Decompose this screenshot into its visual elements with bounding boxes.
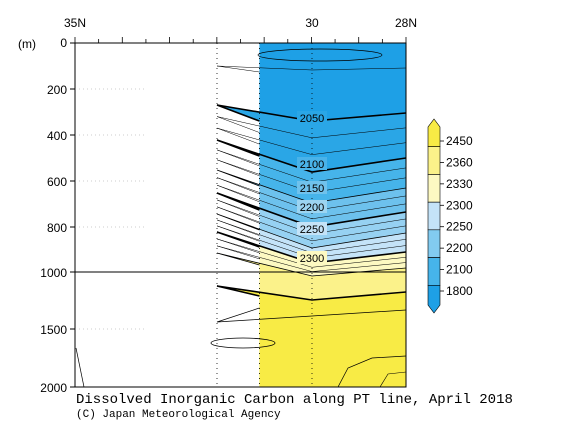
colorbar-label: 2330 — [446, 177, 473, 191]
y-tick-label: 200 — [47, 83, 67, 97]
colorbar-label: 2200 — [446, 241, 473, 255]
contour-label-2300: 2300 — [300, 253, 324, 265]
contour-label-2250: 2250 — [300, 224, 324, 236]
contour-line — [216, 169, 406, 204]
chart-title: Dissolved Inorganic Carbon along PT line… — [76, 392, 513, 408]
contour-line — [337, 355, 406, 387]
y-tick-label: 800 — [47, 221, 67, 235]
colorbar-label: 1800 — [446, 284, 473, 298]
top-axis-ticks — [74, 37, 407, 43]
colorbar-label: 2450 — [446, 134, 473, 148]
colorbar-segment — [427, 201, 441, 231]
contour-line — [216, 65, 406, 73]
dic-band — [217, 286, 406, 387]
contour-line — [216, 206, 406, 242]
contour-line — [216, 213, 406, 249]
contour-label-2050: 2050 — [300, 113, 324, 125]
dic-band — [217, 43, 406, 121]
dic-band — [217, 140, 406, 203]
contour-label-2100: 2100 — [300, 159, 324, 171]
contour-line — [379, 371, 406, 387]
colorbar-segment — [427, 257, 441, 286]
y-tick-label: 600 — [47, 175, 67, 189]
dic-band — [217, 214, 406, 263]
colorbar-label: 2300 — [446, 198, 473, 212]
y-tick-label: 0 — [60, 36, 67, 50]
y-axis-unit: (m) — [18, 37, 36, 51]
contour-line — [210, 337, 276, 349]
contour-line — [216, 192, 406, 228]
colorbar-label: 2360 — [446, 155, 473, 169]
contour-line — [257, 48, 383, 62]
contour-line — [216, 116, 406, 139]
contour-line — [216, 139, 406, 173]
contour-line — [216, 199, 406, 235]
colorbar-segment — [427, 229, 441, 258]
contour-line — [216, 149, 406, 183]
contour-line — [75, 347, 85, 387]
y-tick-label: 400 — [47, 129, 67, 143]
contour-line — [216, 285, 406, 301]
contour-line — [216, 245, 406, 272]
dic-band — [217, 193, 406, 248]
contour-line — [216, 177, 406, 212]
colorbar-segment — [427, 146, 441, 175]
colorbar: 2450 2360 2330 2300 2250 2200 2100 1800 — [427, 118, 473, 314]
y-tick-label: 1000 — [40, 266, 67, 280]
contour-labels: 2050 2100 2150 2200 2250 2300 — [297, 111, 327, 265]
contour-line — [216, 104, 406, 122]
contour-line — [216, 238, 406, 268]
y-tick-label: 2000 — [40, 381, 67, 395]
contour-label-2150: 2150 — [300, 183, 324, 195]
colorbar-label: 2100 — [446, 263, 473, 277]
contour-line — [216, 127, 406, 155]
contour-label-2200: 2200 — [300, 202, 324, 214]
contour-line — [216, 307, 406, 323]
x-tick-label-28n: 28N — [395, 16, 417, 30]
contour-line — [216, 159, 406, 193]
colorbar-label: 2250 — [446, 220, 473, 234]
contour-line — [216, 231, 406, 264]
credit-text: (C) Japan Meteorological Agency — [76, 409, 281, 421]
contour-line — [216, 219, 406, 254]
dic-band — [217, 170, 406, 227]
contour-line — [216, 225, 406, 259]
x-tick-label-35n: 35N — [64, 16, 86, 30]
colorbar-segment — [427, 174, 441, 203]
x-tick-label-30: 30 — [305, 16, 319, 30]
contour-lines — [75, 48, 406, 387]
colorbar-segment — [427, 284, 441, 314]
contour-line — [216, 184, 406, 220]
colorbar-segment — [427, 118, 441, 148]
dic-band — [217, 232, 406, 276]
y-tick-label: 1500 — [40, 323, 67, 337]
y-tick-marks — [70, 42, 75, 388]
y-tick-labels: 0 200 400 600 800 1000 1500 2000 — [40, 36, 67, 395]
